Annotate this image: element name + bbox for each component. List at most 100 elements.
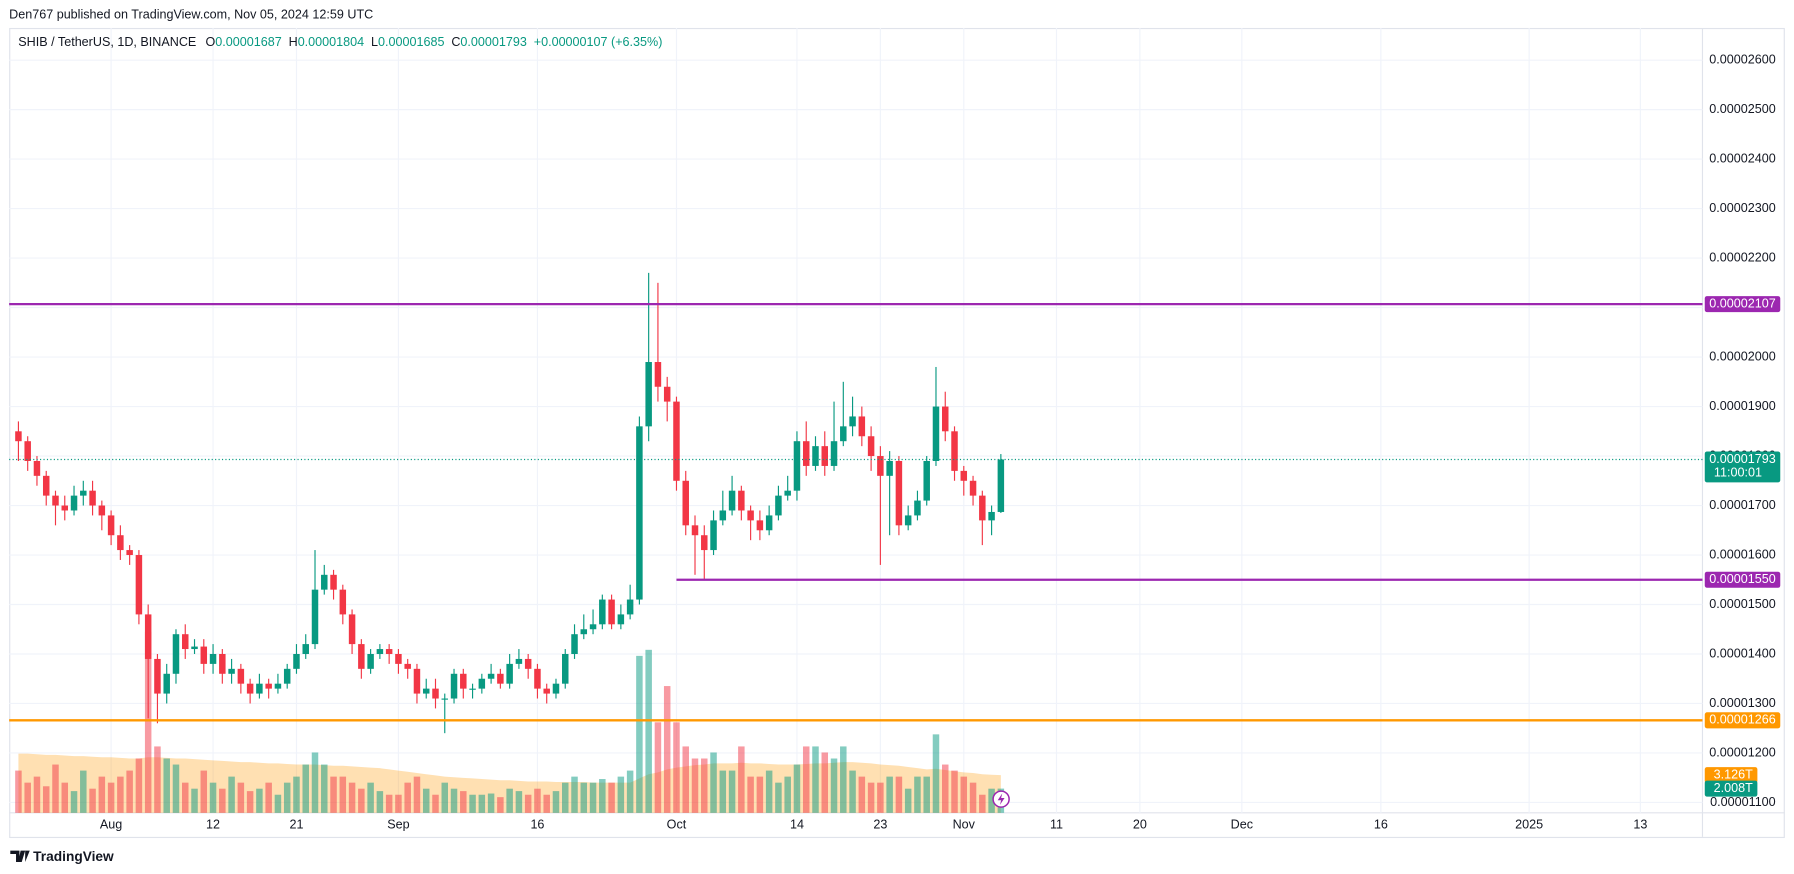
candle-body xyxy=(765,515,773,531)
volume-bar xyxy=(914,776,921,813)
candle-body xyxy=(265,683,272,689)
y-tick-label: 0.00002500 xyxy=(1709,102,1775,116)
candle-body xyxy=(182,634,189,650)
volume-bar xyxy=(135,758,143,813)
x-tick-label: 23 xyxy=(873,818,887,832)
candle-body xyxy=(562,653,569,684)
volume-bar xyxy=(478,794,486,813)
volume-bar xyxy=(506,788,513,813)
volume-bar xyxy=(61,782,69,813)
volume-bar xyxy=(793,764,801,813)
candle-body xyxy=(858,416,866,437)
brand-logo[interactable]: TradingView xyxy=(10,849,114,864)
candle-body xyxy=(404,663,411,669)
volume-bar xyxy=(562,782,569,813)
volume-bar xyxy=(172,764,180,813)
candle-body xyxy=(701,535,708,551)
volume-bar xyxy=(858,776,866,813)
volume-bar xyxy=(15,770,22,813)
volume-bar xyxy=(756,776,764,813)
volume-bar xyxy=(895,776,903,813)
logo-mark xyxy=(10,850,30,863)
level-label: 0.00001266 xyxy=(1709,713,1775,727)
legend-key: H xyxy=(289,35,298,49)
volume-bar xyxy=(70,791,78,813)
volume-bar xyxy=(636,655,643,813)
x-tick-label: Oct xyxy=(667,818,687,832)
volume-bar xyxy=(645,649,652,813)
volume-bar xyxy=(747,776,754,813)
legend-change: +0.00000107 (+6.35%) xyxy=(534,35,663,49)
level-label-bg xyxy=(1704,296,1781,313)
icon-bolt xyxy=(997,793,1005,805)
volume-bar xyxy=(979,794,986,813)
volume-bar xyxy=(154,746,161,813)
volume-bar xyxy=(376,791,384,813)
volume-bar xyxy=(33,776,41,813)
volume-bar xyxy=(321,764,328,813)
candle-body xyxy=(784,490,791,496)
candle-body xyxy=(274,683,282,689)
candle-body xyxy=(951,431,958,471)
volume-bar xyxy=(904,788,912,813)
candle-body xyxy=(209,653,217,664)
candle-body xyxy=(988,511,995,521)
volume-bar xyxy=(283,782,291,813)
candle-body xyxy=(979,495,986,521)
candle-body xyxy=(107,515,115,536)
volume-bar xyxy=(728,770,736,813)
volume-bar xyxy=(311,752,319,813)
candle-body xyxy=(441,698,449,700)
volume-bar xyxy=(24,782,31,813)
volume-bar xyxy=(265,782,272,813)
volume-bar xyxy=(432,794,439,813)
legend-value: 0.00001804 xyxy=(298,35,364,49)
candle-body xyxy=(904,515,912,526)
volume-bar xyxy=(691,758,699,813)
chart-frame xyxy=(9,27,1785,839)
volume-bar xyxy=(932,734,940,813)
volume-ma-label-bg xyxy=(1704,767,1758,784)
candle-body xyxy=(311,589,319,645)
volume-ma-label: 3.126T xyxy=(1714,767,1753,781)
volume-bar xyxy=(654,722,662,813)
volume-bar xyxy=(840,746,847,813)
y-tick-label: 0.00002600 xyxy=(1709,52,1775,66)
volume-bar xyxy=(867,782,875,813)
candle-body xyxy=(144,614,152,659)
candle-body xyxy=(98,505,106,516)
candle-body xyxy=(117,535,124,551)
candle-body xyxy=(626,599,634,615)
x-tick-label: 21 xyxy=(289,818,303,832)
candle-body xyxy=(339,589,347,615)
candle-body xyxy=(413,668,421,694)
y-tick-label: 0.00001200 xyxy=(1709,745,1775,759)
candle-body xyxy=(710,520,717,551)
candle-body xyxy=(636,426,643,600)
y-tick-label: 0.00002000 xyxy=(1709,349,1775,363)
x-tick-label: Sep xyxy=(387,818,409,832)
candle-body xyxy=(395,653,402,664)
volume-bar xyxy=(348,782,356,813)
volume-bar xyxy=(543,794,550,813)
volume-ma-area xyxy=(18,753,1001,813)
volume-bar xyxy=(144,631,152,813)
volume-bar xyxy=(450,788,458,813)
last-price-label: 0.00001793 xyxy=(1709,452,1775,466)
x-tick-label: 16 xyxy=(530,818,544,832)
volume-bar xyxy=(599,779,606,813)
candle-body xyxy=(61,505,69,511)
symbol: SHIB / TetherUS, 1D, BINANCE xyxy=(18,35,196,49)
replay-icon[interactable] xyxy=(992,790,1010,808)
volume-bar xyxy=(988,788,995,813)
volume-bar xyxy=(385,794,393,813)
x-tick-label: Dec xyxy=(1231,818,1253,832)
candle-body xyxy=(237,668,245,684)
candle-body xyxy=(821,446,829,466)
candle-body xyxy=(738,490,745,511)
volume-bar xyxy=(626,770,634,813)
volume-bar xyxy=(163,758,170,813)
candle-body xyxy=(867,436,875,457)
y-tick-label: 0.00001600 xyxy=(1709,547,1775,561)
